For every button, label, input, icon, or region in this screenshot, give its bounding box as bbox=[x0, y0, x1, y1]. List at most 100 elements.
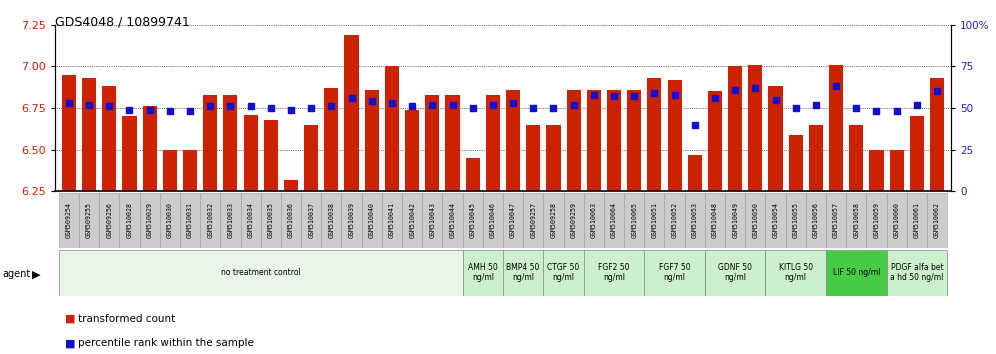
Text: GSM510037: GSM510037 bbox=[308, 202, 314, 238]
Text: GSM509259: GSM509259 bbox=[571, 202, 577, 238]
Text: ■: ■ bbox=[65, 338, 76, 348]
Point bbox=[102, 103, 118, 109]
Text: GSM509257: GSM509257 bbox=[530, 202, 536, 238]
Bar bbox=[705, 193, 725, 248]
Bar bbox=[200, 193, 220, 248]
Bar bbox=[766, 250, 826, 296]
Bar bbox=[927, 193, 947, 248]
Point bbox=[243, 103, 259, 109]
Text: GSM510044: GSM510044 bbox=[449, 202, 455, 238]
Point bbox=[424, 102, 440, 108]
Point bbox=[344, 95, 360, 101]
Bar bbox=[847, 193, 867, 248]
Text: GSM510056: GSM510056 bbox=[813, 202, 819, 238]
Point bbox=[162, 108, 178, 114]
Bar bbox=[829, 65, 844, 191]
Text: transformed count: transformed count bbox=[78, 314, 175, 324]
Text: GSM510058: GSM510058 bbox=[854, 202, 860, 238]
Text: GSM510052: GSM510052 bbox=[671, 202, 677, 238]
Point bbox=[505, 100, 521, 106]
Bar bbox=[684, 193, 705, 248]
Bar bbox=[462, 250, 503, 296]
Text: GSM510048: GSM510048 bbox=[712, 202, 718, 238]
Text: percentile rank within the sample: percentile rank within the sample bbox=[78, 338, 254, 348]
Point bbox=[525, 105, 541, 111]
Bar bbox=[120, 193, 139, 248]
Point bbox=[666, 92, 682, 97]
Point bbox=[808, 102, 824, 108]
Point bbox=[849, 105, 865, 111]
Text: BMP4 50
ng/ml: BMP4 50 ng/ml bbox=[507, 263, 540, 282]
Point bbox=[788, 105, 804, 111]
Text: GSM510054: GSM510054 bbox=[773, 202, 779, 238]
Point bbox=[768, 97, 784, 102]
Bar bbox=[909, 116, 924, 191]
Text: GSM510065: GSM510065 bbox=[631, 202, 637, 238]
Bar bbox=[284, 179, 298, 191]
Bar bbox=[139, 193, 159, 248]
Text: GSM510028: GSM510028 bbox=[126, 202, 132, 238]
Bar bbox=[664, 193, 684, 248]
Bar bbox=[886, 193, 906, 248]
Point bbox=[485, 102, 501, 108]
Bar bbox=[425, 95, 439, 191]
Point bbox=[263, 105, 279, 111]
Bar bbox=[826, 193, 847, 248]
Bar bbox=[445, 95, 459, 191]
Text: AMH 50
ng/ml: AMH 50 ng/ml bbox=[468, 263, 498, 282]
Bar bbox=[624, 193, 644, 248]
Bar bbox=[526, 125, 540, 191]
Bar bbox=[422, 193, 442, 248]
Point bbox=[929, 88, 945, 94]
Bar bbox=[342, 193, 362, 248]
Bar bbox=[506, 90, 520, 191]
Bar bbox=[544, 193, 564, 248]
Text: GSM510036: GSM510036 bbox=[288, 202, 294, 238]
Point bbox=[707, 95, 723, 101]
Bar bbox=[564, 193, 584, 248]
Point bbox=[303, 105, 319, 111]
Text: GSM510060: GSM510060 bbox=[893, 202, 899, 238]
Bar bbox=[79, 193, 100, 248]
Bar bbox=[544, 250, 584, 296]
Text: GSM510046: GSM510046 bbox=[490, 202, 496, 238]
Bar bbox=[870, 149, 883, 191]
Text: GSM510055: GSM510055 bbox=[793, 202, 799, 238]
Text: GSM510041: GSM510041 bbox=[389, 202, 395, 238]
Bar bbox=[745, 193, 766, 248]
Bar bbox=[786, 193, 806, 248]
Bar bbox=[402, 193, 422, 248]
Text: PDGF alfa bet
a hd 50 ng/ml: PDGF alfa bet a hd 50 ng/ml bbox=[890, 263, 943, 282]
Point bbox=[122, 107, 137, 113]
Bar bbox=[587, 90, 601, 191]
Text: ■: ■ bbox=[65, 314, 76, 324]
Text: GSM510047: GSM510047 bbox=[510, 202, 516, 238]
Point bbox=[444, 102, 460, 108]
Bar bbox=[100, 193, 120, 248]
Bar bbox=[725, 193, 745, 248]
Bar bbox=[82, 78, 97, 191]
Text: GSM510061: GSM510061 bbox=[914, 202, 920, 238]
Text: GSM510040: GSM510040 bbox=[369, 202, 374, 238]
Text: GSM509258: GSM509258 bbox=[551, 202, 557, 238]
Point bbox=[141, 107, 157, 113]
Point bbox=[888, 108, 904, 114]
Bar bbox=[826, 250, 886, 296]
Bar bbox=[748, 65, 762, 191]
Bar bbox=[62, 75, 76, 191]
Bar bbox=[766, 193, 786, 248]
Text: GSM510053: GSM510053 bbox=[692, 202, 698, 238]
Bar bbox=[889, 149, 903, 191]
Bar bbox=[789, 135, 803, 191]
Text: GSM510063: GSM510063 bbox=[591, 202, 597, 238]
Bar bbox=[162, 149, 177, 191]
Point bbox=[465, 105, 481, 111]
Point bbox=[364, 98, 379, 104]
Point bbox=[727, 87, 743, 92]
Point bbox=[546, 105, 562, 111]
Bar bbox=[462, 193, 483, 248]
Point bbox=[646, 90, 662, 96]
Text: agent: agent bbox=[2, 269, 30, 279]
Point bbox=[586, 92, 602, 97]
Point bbox=[182, 108, 198, 114]
